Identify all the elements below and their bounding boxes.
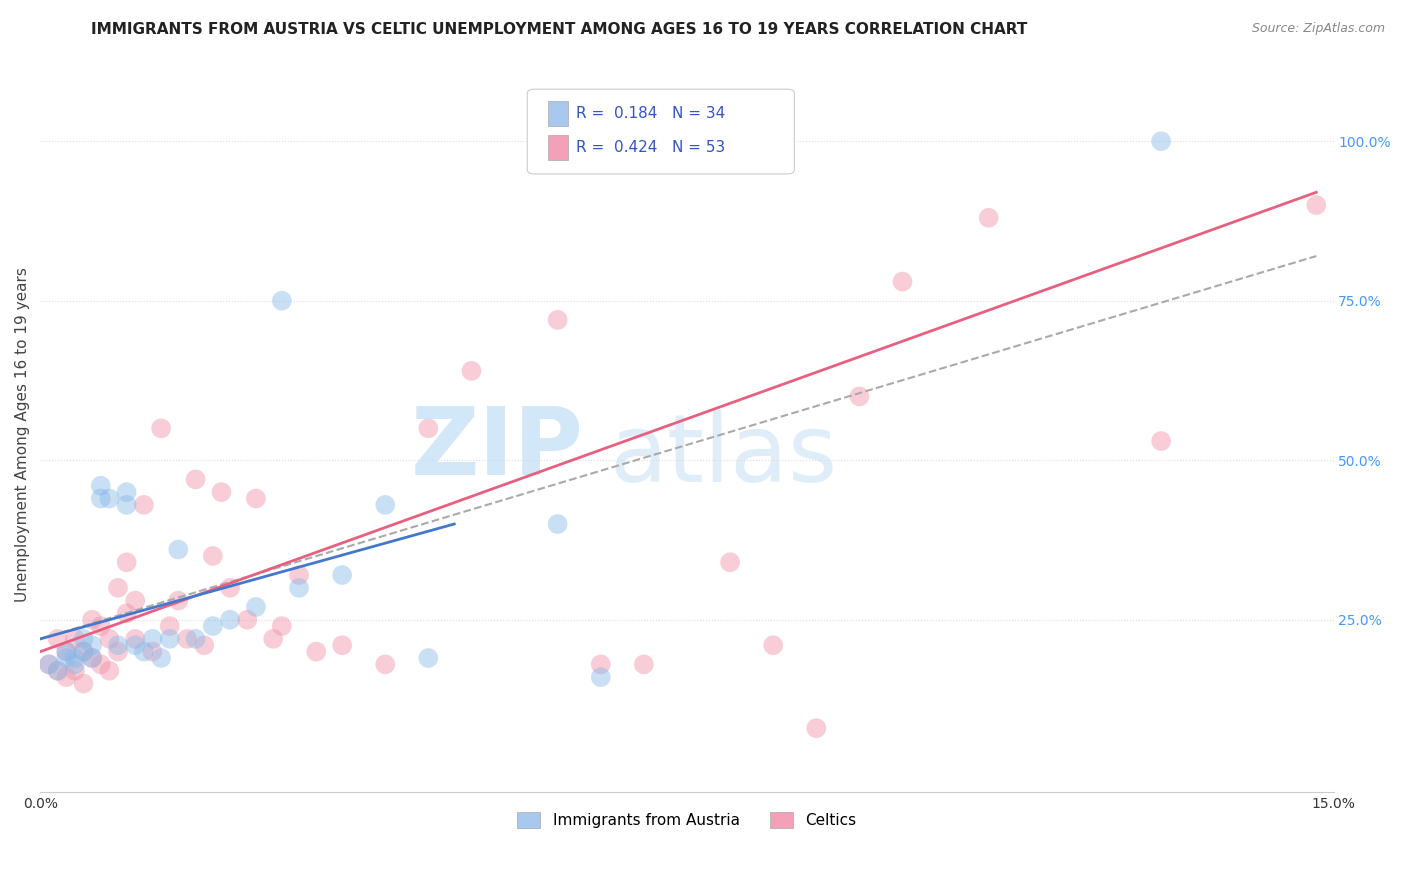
Point: [219, 613, 242, 627]
Point: [374, 657, 396, 672]
Point: [633, 657, 655, 672]
Point: [63, 657, 86, 672]
Point: [115, 607, 138, 621]
Point: [72, 645, 94, 659]
Point: [891, 275, 914, 289]
Point: [193, 638, 215, 652]
Point: [132, 645, 155, 659]
Point: [201, 549, 224, 563]
Point: [55, 670, 77, 684]
Point: [46, 664, 69, 678]
Point: [288, 581, 311, 595]
Point: [72, 645, 94, 659]
Point: [107, 581, 129, 595]
Point: [589, 670, 612, 684]
Point: [270, 619, 292, 633]
Point: [418, 421, 440, 435]
Point: [90, 619, 112, 633]
Point: [90, 657, 112, 672]
Point: [98, 491, 121, 506]
Point: [159, 632, 181, 646]
Point: [38, 657, 60, 672]
Point: [762, 638, 785, 652]
Point: [46, 664, 69, 678]
Point: [460, 364, 482, 378]
Point: [589, 657, 612, 672]
Point: [82, 638, 104, 652]
Text: IMMIGRANTS FROM AUSTRIA VS CELTIC UNEMPLOYMENT AMONG AGES 16 TO 19 YEARS CORRELA: IMMIGRANTS FROM AUSTRIA VS CELTIC UNEMPL…: [91, 22, 1028, 37]
Legend: Immigrants from Austria, Celtics: Immigrants from Austria, Celtics: [512, 806, 862, 834]
Point: [547, 313, 569, 327]
Point: [245, 491, 267, 506]
Point: [72, 676, 94, 690]
Point: [167, 542, 190, 557]
Point: [115, 555, 138, 569]
Text: R =  0.424   N = 53: R = 0.424 N = 53: [576, 140, 725, 154]
Point: [115, 485, 138, 500]
Point: [848, 389, 870, 403]
Point: [90, 479, 112, 493]
Point: [55, 645, 77, 659]
Point: [211, 485, 233, 500]
Point: [115, 498, 138, 512]
Point: [374, 498, 396, 512]
Point: [167, 593, 190, 607]
Point: [418, 651, 440, 665]
Point: [63, 651, 86, 665]
Point: [98, 664, 121, 678]
Point: [107, 638, 129, 652]
Point: [82, 613, 104, 627]
Point: [1150, 134, 1173, 148]
Point: [124, 593, 146, 607]
Point: [63, 632, 86, 646]
Point: [718, 555, 741, 569]
Point: [63, 664, 86, 678]
Point: [547, 516, 569, 531]
Text: atlas: atlas: [609, 410, 838, 502]
Point: [184, 632, 207, 646]
Point: [90, 491, 112, 506]
Point: [55, 645, 77, 659]
Point: [330, 638, 353, 652]
Point: [288, 568, 311, 582]
Point: [176, 632, 198, 646]
Point: [201, 619, 224, 633]
Y-axis label: Unemployment Among Ages 16 to 19 years: Unemployment Among Ages 16 to 19 years: [15, 268, 30, 602]
Point: [82, 651, 104, 665]
Point: [124, 638, 146, 652]
Point: [46, 632, 69, 646]
Point: [107, 645, 129, 659]
Point: [245, 599, 267, 614]
Point: [72, 632, 94, 646]
Point: [150, 421, 173, 435]
Point: [150, 651, 173, 665]
Point: [38, 657, 60, 672]
Point: [270, 293, 292, 308]
Point: [236, 613, 259, 627]
Point: [305, 645, 328, 659]
Text: ZIP: ZIP: [411, 403, 583, 495]
Point: [124, 632, 146, 646]
Point: [55, 651, 77, 665]
Point: [1305, 198, 1327, 212]
Point: [330, 568, 353, 582]
Point: [98, 632, 121, 646]
Point: [184, 472, 207, 486]
Text: Source: ZipAtlas.com: Source: ZipAtlas.com: [1251, 22, 1385, 36]
Point: [1150, 434, 1173, 448]
Text: R =  0.184   N = 34: R = 0.184 N = 34: [576, 106, 725, 120]
Point: [141, 645, 163, 659]
Point: [219, 581, 242, 595]
Point: [262, 632, 284, 646]
Point: [132, 498, 155, 512]
Point: [977, 211, 1000, 225]
Point: [82, 651, 104, 665]
Point: [159, 619, 181, 633]
Point: [141, 632, 163, 646]
Point: [806, 721, 828, 735]
